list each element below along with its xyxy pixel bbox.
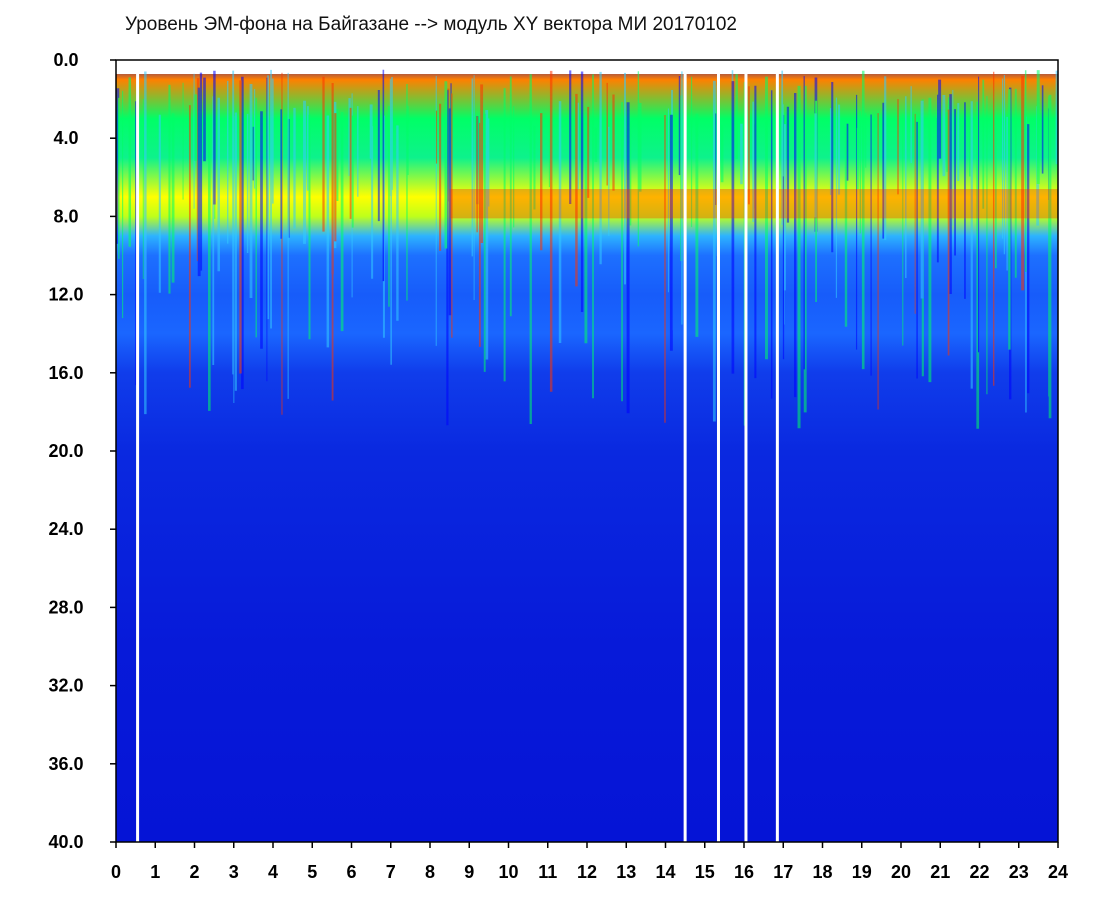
x-tick-label: 21 [930,862,950,882]
x-tick-label: 10 [498,862,518,882]
x-tick-label: 5 [307,862,317,882]
x-axis: 0 1 2 3 4 5 6 7 8 9 10 11 12 13 14 15 16 17 18 19 20 21 22 23 24 [111,842,1068,882]
x-tick-label: 2 [189,862,199,882]
x-tick-label: 7 [386,862,396,882]
y-tick-label: 24.0 [48,519,83,539]
x-tick-label: 4 [268,862,278,882]
x-tick-label: 23 [1009,862,1029,882]
plot-area [116,60,1058,842]
x-tick-label: 20 [891,862,911,882]
y-tick-label: 36.0 [48,754,83,774]
x-tick-label: 19 [852,862,872,882]
y-tick-label: 0.0 [53,50,78,70]
y-tick-label: 12.0 [48,285,83,305]
heatmap-top-band [116,60,1058,74]
y-tick-label: 40.0 [48,832,83,852]
y-tick-label: 4.0 [53,128,78,148]
x-tick-label: 12 [577,862,597,882]
x-tick-label: 11 [538,862,557,882]
y-tick-label: 16.0 [48,363,83,383]
x-tick-label: 18 [812,862,832,882]
y-tick-label: 28.0 [48,597,83,617]
y-tick-label: 32.0 [48,676,83,696]
chart-title: Уровень ЭМ-фона на Байгазане --> модуль … [125,14,737,35]
x-tick-label: 15 [695,862,715,882]
x-tick-label: 6 [346,862,356,882]
x-tick-label: 16 [734,862,754,882]
x-tick-label: 22 [969,862,989,882]
y-axis: 0.0 4.0 8.0 12.0 16.0 20.0 24.0 28.0 32.0 36.0 40.… [48,50,116,852]
heatmap-texture [116,69,1058,429]
y-tick-label: 8.0 [53,206,78,226]
x-tick-label: 8 [425,862,435,882]
x-tick-label: 14 [655,862,675,882]
x-tick-label: 9 [464,862,474,882]
y-tick-label: 20.0 [48,441,83,461]
x-tick-label: 0 [111,862,121,882]
x-tick-label: 24 [1048,862,1068,882]
x-tick-label: 1 [150,862,160,882]
heatmap-hot-band [449,189,1058,219]
x-tick-label: 13 [616,862,636,882]
x-tick-label: 17 [773,862,793,882]
x-tick-label: 3 [229,862,239,882]
